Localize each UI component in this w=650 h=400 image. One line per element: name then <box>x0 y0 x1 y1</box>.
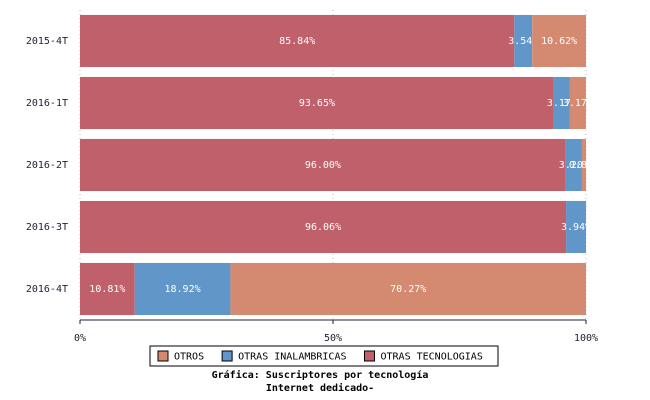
chart-title: Gráfica: Suscriptores por tecnología <box>212 369 429 381</box>
bar-segment <box>553 76 570 130</box>
x-tick-label: 100% <box>574 333 598 344</box>
bar-segment <box>80 262 135 316</box>
legend-box <box>149 345 499 367</box>
bar-segment <box>80 14 515 68</box>
y-tick-label: 2016-2T <box>26 160 68 171</box>
value-label: 3.54% <box>508 36 538 47</box>
value-label: 3.94% <box>561 222 591 233</box>
y-tick-label: 2016-3T <box>26 222 68 233</box>
value-label: 10.81% <box>89 284 125 295</box>
bar-segment <box>80 138 566 192</box>
y-tick-label: 2016-4T <box>26 284 68 295</box>
y-tick-label: 2016-1T <box>26 98 68 109</box>
value-label: 3.20% <box>559 160 589 171</box>
x-tick-label: 50% <box>324 333 342 344</box>
legend-swatch <box>363 350 375 362</box>
y-tick-label: 2015-4T <box>26 36 68 47</box>
bar-segment <box>80 76 554 130</box>
bar-segment <box>569 76 586 130</box>
value-label: 0.80% <box>569 160 599 171</box>
value-label: 85.84% <box>279 36 315 47</box>
x-tick-label: 0% <box>74 333 86 344</box>
value-label: 96.06% <box>305 222 341 233</box>
bar-segment <box>581 138 586 192</box>
value-label: 93.65% <box>299 98 335 109</box>
bar-segment <box>134 262 231 316</box>
value-label: 3.17% <box>547 98 577 109</box>
legend-label: OTRAS TECNOLOGIAS <box>380 352 482 363</box>
legend-label: OTROS <box>174 352 204 363</box>
value-label: 96.00% <box>305 160 341 171</box>
legend-swatch <box>157 350 169 362</box>
value-label: 70.27% <box>390 284 426 295</box>
legend-label: OTRAS INALAMBRICAS <box>238 352 346 363</box>
value-label: 18.92% <box>165 284 201 295</box>
bar-segment <box>230 262 586 316</box>
bar-segment <box>514 14 533 68</box>
bar-segment <box>565 138 582 192</box>
legend-swatch <box>221 350 233 362</box>
value-label: 10.62% <box>541 36 577 47</box>
bar-segment <box>532 14 586 68</box>
bar-segment <box>566 200 586 254</box>
bar-segment <box>80 200 567 254</box>
chart-title: Internet dedicado- <box>266 382 374 394</box>
value-label: 3.17% <box>563 98 593 109</box>
